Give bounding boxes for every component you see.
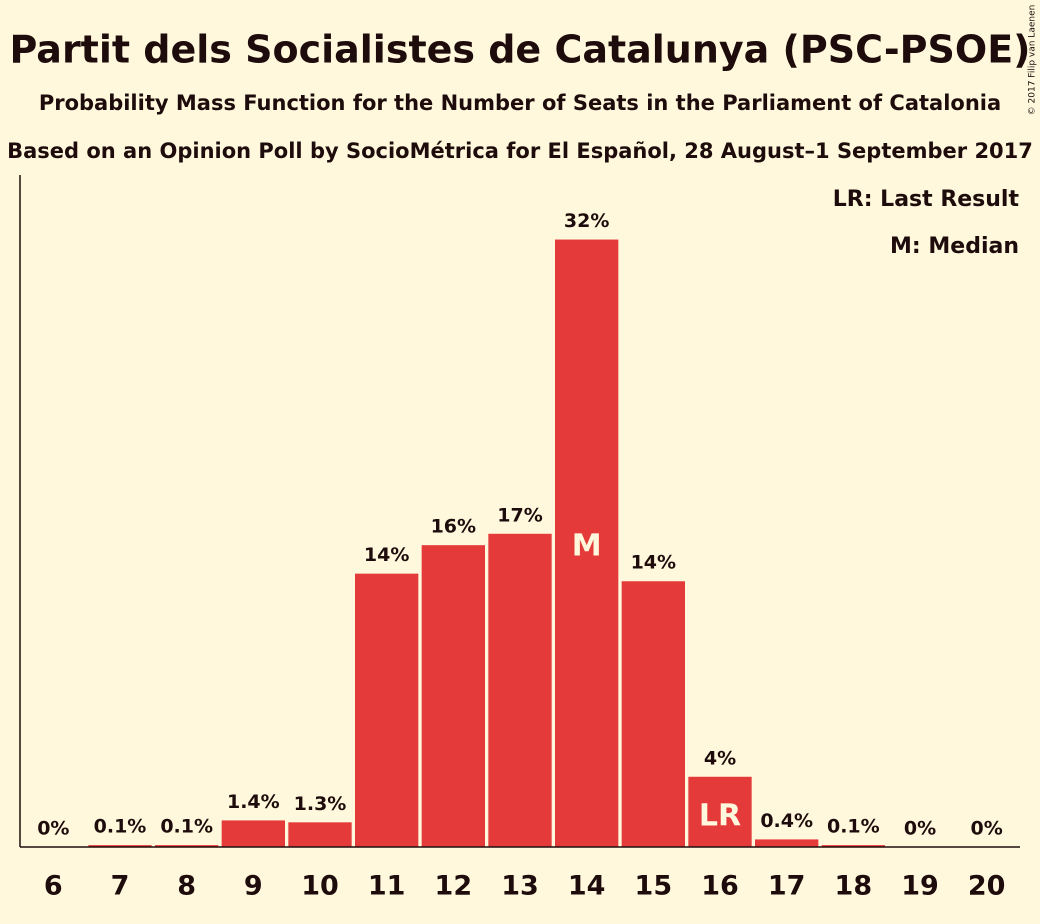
x-tick-label: 17 (768, 871, 806, 902)
data-label: 0% (971, 818, 1003, 840)
data-label: 16% (431, 516, 476, 538)
bar (821, 845, 885, 847)
bar (621, 581, 685, 847)
data-label: 17% (497, 504, 542, 526)
x-tick-label: 8 (177, 871, 196, 902)
data-label: 0.4% (760, 810, 813, 832)
chart-subtitle: Probability Mass Function for the Number… (39, 91, 1001, 115)
data-label: 1.4% (227, 791, 280, 813)
legend-entry: LR: Last Result (833, 187, 1020, 212)
copyright: © 2017 Filip van Laenen (1028, 5, 1038, 116)
bar (421, 545, 485, 847)
x-tick-label: 12 (435, 871, 473, 902)
bar (221, 820, 285, 847)
bar (555, 239, 619, 848)
legend-entry: M: Median (890, 234, 1019, 259)
x-tick-label: 7 (111, 871, 130, 902)
bar (355, 573, 419, 847)
x-tick-label: 9 (244, 871, 263, 902)
bar (155, 845, 219, 847)
bar (88, 845, 152, 847)
x-tick-label: 20 (968, 871, 1006, 902)
data-label: 4% (704, 747, 736, 769)
bar (688, 776, 752, 847)
x-tick-label: 14 (568, 871, 606, 902)
data-label: 0% (904, 818, 936, 840)
data-label: 14% (631, 552, 676, 574)
x-tick-label: 10 (301, 871, 339, 902)
data-label: 0.1% (827, 816, 880, 838)
x-tick-label: 18 (835, 871, 873, 902)
x-tick-label: 15 (635, 871, 673, 902)
data-label: 0% (37, 818, 69, 840)
median-marker: M (572, 529, 602, 564)
x-tick-label: 6 (44, 871, 63, 902)
data-label: 0.1% (94, 816, 147, 838)
data-label: 0.1% (160, 816, 213, 838)
x-tick-label: 13 (501, 871, 539, 902)
bar (755, 839, 819, 847)
bar (288, 822, 352, 847)
data-label: 32% (564, 210, 609, 232)
data-label: 1.3% (294, 793, 347, 815)
last-result-marker: LR (699, 799, 741, 834)
chart-title: Partit dels Socialistes de Catalunya (PS… (9, 28, 1030, 72)
data-label: 14% (364, 544, 409, 566)
x-tick-label: 11 (368, 871, 406, 902)
x-tick-label: 16 (701, 871, 739, 902)
bar (488, 533, 552, 847)
chart-subtitle: Based on an Opinion Poll by SocioMétrica… (7, 139, 1033, 163)
x-tick-label: 19 (901, 871, 939, 902)
